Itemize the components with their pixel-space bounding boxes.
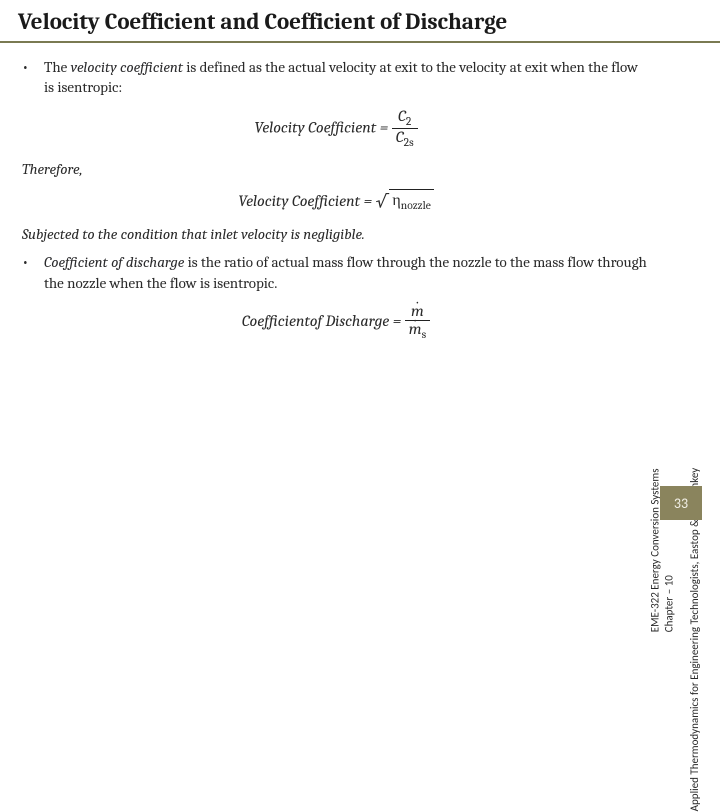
bullet-1-pre: The (44, 58, 71, 76)
eq1-num-sub: 2 (406, 115, 411, 128)
slide-title: Velocity Coefficient and Coefficient of … (18, 8, 702, 35)
eq3-den-sub: s (422, 328, 427, 341)
bullet-dot: • (22, 57, 30, 98)
bullet-2-text: Coefficient of discharge is the ratio of… (44, 252, 650, 293)
equals-sign: = (380, 118, 392, 136)
bullet-1-text: The velocity coefficient is defined as t… (44, 57, 650, 98)
radical-icon: √ (376, 190, 390, 215)
page-number-box: 33 (660, 486, 702, 520)
eq3-lhs: Coefficientof Discharge (242, 312, 389, 330)
eq2-lhs: Velocity Coefficient (238, 192, 360, 210)
eq3-fraction: m ms (405, 303, 430, 341)
therefore-text: Therefore, (22, 159, 650, 179)
equation-3: Coefficientof Discharge = m ms (22, 303, 650, 341)
bullet-dot: • (22, 252, 30, 293)
eq3-den: m (409, 321, 422, 338)
condition-text: Subjected to the condition that inlet ve… (22, 224, 650, 244)
eq1-lhs: Velocity Coefficient (254, 118, 376, 136)
eq2-eta: η (392, 191, 400, 209)
bullet-2-term: Coefficient of discharge (44, 253, 184, 271)
eq2-eta-sub: nozzle (401, 199, 431, 212)
equation-1: Velocity Coefficient = C2 C2s (22, 108, 650, 150)
eq1-den: C (396, 128, 404, 146)
bullet-1: • The velocity coefficient is defined as… (22, 57, 650, 98)
eq1-num: C (398, 107, 406, 125)
eq1-fraction: C2 C2s (392, 108, 418, 150)
bullet-2: • Coefficient of discharge is the ratio … (22, 252, 650, 293)
slide-content: • The velocity coefficient is defined as… (0, 43, 720, 361)
eq3-num: m (411, 303, 424, 320)
equals-sign: = (393, 312, 405, 330)
equals-sign: = (364, 192, 376, 210)
eq2-sqrt: √ ηnozzle (376, 189, 434, 214)
chapter-label: Chapter – 10 (662, 575, 675, 632)
title-bar: Velocity Coefficient and Coefficient of … (0, 0, 720, 43)
eq1-den-sub: 2s (404, 136, 414, 149)
page-number: 33 (674, 495, 688, 512)
bullet-1-term: velocity coefficient (71, 58, 183, 76)
equation-2: Velocity Coefficient = √ ηnozzle (22, 189, 650, 214)
